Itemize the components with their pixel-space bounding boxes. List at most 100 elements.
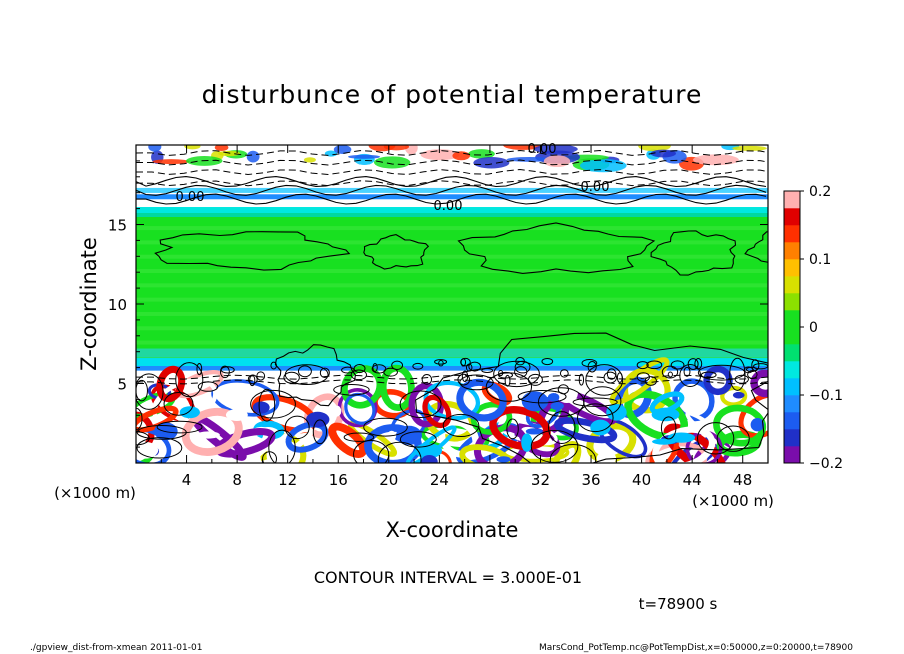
contour-label: 0.00	[434, 199, 463, 214]
turbulence-core	[496, 456, 511, 463]
contour-boundary	[468, 361, 482, 372]
colorbar-segment	[784, 395, 800, 413]
turbulence-core	[651, 407, 680, 422]
colorbar-segment	[784, 412, 800, 430]
contour-dashed	[136, 374, 768, 380]
contour-lower	[577, 403, 614, 433]
turbulence-core	[225, 409, 248, 421]
contour-patch	[650, 230, 737, 276]
upper-blob	[420, 149, 460, 161]
contour-boundary	[498, 370, 504, 377]
upper-blob	[373, 156, 411, 169]
turbulence-core	[331, 405, 342, 417]
contour-lower	[729, 357, 746, 391]
upper-blob	[452, 151, 471, 161]
contour-boundary	[646, 360, 663, 370]
plot-area	[136, 145, 768, 463]
contour-lower	[136, 373, 164, 410]
y-tick-label: 10	[108, 296, 127, 314]
band-lower-top	[136, 370, 768, 389]
contour-dashed	[136, 180, 768, 187]
footer-left: ./gpview_dist-from-xmean 2011-01-01	[30, 643, 202, 653]
turbulence-core	[732, 391, 745, 399]
x-tick-label: 12	[278, 471, 297, 489]
x-axis-label: X-coordinate	[386, 518, 519, 542]
turbulence-ring	[609, 357, 670, 406]
contour-boundary	[460, 358, 467, 367]
turbulence-ring	[328, 422, 368, 458]
turbulence-core	[652, 438, 676, 445]
contour-lower	[506, 418, 519, 440]
contour-lower	[363, 417, 408, 437]
y-tick-label: 5	[117, 376, 127, 394]
contour-patch	[154, 231, 351, 271]
turbulence-ring	[663, 423, 727, 463]
contour-lower	[549, 444, 597, 463]
turbulence-ring	[136, 427, 172, 463]
y-axis-label: Z-coordinate	[77, 237, 101, 371]
upper-blob	[693, 154, 739, 166]
turbulence-core	[750, 418, 765, 432]
contour-boundary	[514, 360, 531, 374]
turbulence-ring	[738, 392, 768, 439]
contour-boundary	[219, 365, 230, 379]
turbulence-core	[525, 428, 543, 435]
contour-boundary	[667, 371, 673, 378]
colorbar: 0.2 0.1 0 −0.1 −0.2	[783, 184, 843, 472]
contour-boundary	[481, 367, 494, 373]
contour-boundary	[636, 372, 650, 382]
colorbar-segment	[784, 378, 800, 396]
contour-lower	[136, 379, 148, 402]
band-edge-top	[136, 207, 768, 214]
contour-boundary	[700, 371, 717, 379]
upper-blob	[148, 145, 162, 152]
contour-lower	[548, 411, 576, 444]
interior-stripe	[136, 240, 768, 245]
colorbar-segment	[784, 191, 800, 209]
colorbar-segment	[784, 429, 800, 447]
interior-stripe	[136, 226, 768, 231]
contour-lower	[284, 415, 310, 440]
turbulence-ring	[652, 426, 716, 463]
x-tick-label: 44	[683, 471, 702, 489]
y-tick-label: 15	[108, 217, 127, 235]
upper-blob	[468, 149, 495, 159]
contour-patch	[415, 332, 768, 463]
contour-solid	[136, 176, 767, 188]
contour-boundary	[270, 361, 277, 370]
contour-lower	[572, 397, 618, 407]
turbulence-core	[306, 411, 330, 428]
band-upper-blue	[136, 194, 768, 200]
turbulence-ring	[459, 444, 511, 463]
contour-solid	[136, 184, 767, 196]
contour-boundary	[196, 362, 203, 376]
contour-lower	[716, 425, 750, 452]
y-axis: 5 10 15	[108, 160, 768, 448]
upper-blob	[214, 145, 229, 151]
upper-blob	[503, 145, 543, 150]
colorbar-tick-label: −0.1	[809, 388, 843, 404]
contour-lower	[343, 432, 375, 442]
contour-patch	[744, 231, 768, 264]
contour-boundary	[581, 359, 598, 368]
contour-patch	[363, 234, 430, 270]
colorbar-segment	[784, 446, 800, 464]
contour-boundary	[751, 359, 760, 372]
contour-lines	[136, 149, 768, 463]
contour-dashed	[136, 379, 768, 385]
contour-boundary	[353, 364, 366, 374]
contour-boundary	[661, 365, 679, 379]
contour-lower	[660, 416, 677, 440]
turbulence-core	[396, 425, 422, 446]
turbulence-core	[521, 433, 533, 452]
turbulence-core	[196, 431, 220, 439]
colorbar-segment	[784, 208, 800, 226]
contour-boundary	[341, 366, 355, 374]
contour-boundary	[616, 372, 623, 383]
contour-boundary	[515, 357, 525, 366]
upper-blob	[152, 159, 190, 165]
contour-boundary	[559, 369, 569, 378]
contour-boundary	[434, 359, 448, 365]
turbulence-ring	[456, 378, 507, 422]
